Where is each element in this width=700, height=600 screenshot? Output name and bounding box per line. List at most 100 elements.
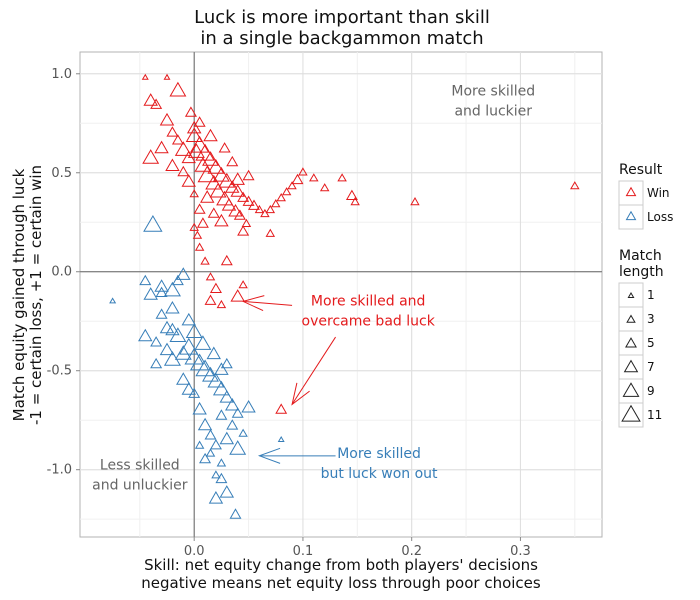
point-win	[570, 181, 580, 190]
point-loss	[179, 337, 199, 355]
legend-key-length-9	[622, 382, 640, 397]
point-win	[225, 180, 240, 193]
y-axis-title: Match equity gained through luck -1 = ce…	[10, 165, 45, 425]
point-win	[228, 204, 243, 217]
point-loss	[229, 508, 242, 519]
point-win	[193, 203, 206, 214]
point-win	[281, 187, 292, 196]
point-loss	[214, 362, 229, 375]
point-win	[141, 73, 149, 80]
point-win	[185, 127, 203, 142]
point-loss	[195, 359, 215, 377]
point-loss	[165, 300, 180, 314]
point-loss	[159, 342, 175, 356]
legend-label-length-11: 11	[647, 408, 662, 422]
legend-label-loss: Loss	[647, 210, 673, 224]
annotation-arrowhead-2	[291, 382, 310, 406]
legend-label-win: Win	[647, 186, 670, 200]
point-win	[196, 217, 209, 228]
point-loss	[219, 390, 235, 403]
points-layer	[109, 73, 580, 519]
y-tick-label: -1.0	[47, 463, 72, 478]
annotation-arrow-1	[243, 300, 293, 306]
point-win	[291, 173, 304, 185]
point-win	[197, 165, 217, 183]
legend-key-box	[618, 330, 644, 356]
point-win	[216, 299, 227, 309]
point-win	[209, 282, 222, 293]
point-win	[142, 149, 160, 164]
y-tick-label: -0.5	[47, 364, 72, 379]
legend-length-title-line-2: length	[619, 264, 664, 280]
point-win	[205, 174, 223, 190]
point-loss	[219, 431, 235, 445]
point-loss	[192, 401, 207, 415]
legend-key-box	[618, 306, 644, 332]
legend-key-box	[618, 204, 644, 230]
point-win	[216, 190, 234, 206]
legend-key-loss	[625, 210, 637, 221]
point-win	[184, 106, 197, 117]
point-win	[207, 159, 225, 174]
point-win	[230, 184, 245, 197]
point-loss	[212, 380, 230, 396]
point-win	[254, 204, 265, 214]
point-win	[177, 165, 190, 177]
legend-label-length-1: 1	[647, 288, 655, 302]
point-win	[220, 254, 233, 266]
point-win	[226, 155, 239, 167]
point-win	[165, 158, 180, 171]
legend-key-length-1	[627, 292, 635, 298]
y-tick-label: 0.5	[51, 166, 72, 181]
point-loss	[155, 286, 168, 297]
point-win	[189, 222, 199, 231]
legend-label-length-3: 3	[647, 312, 655, 326]
point-win	[265, 228, 276, 237]
point-loss	[163, 281, 181, 297]
annotation-2-line-1: Less skilled	[100, 458, 180, 474]
x-tick-label: 0.1	[293, 544, 314, 559]
point-win	[237, 225, 250, 236]
y-tick-label: 1.0	[51, 67, 72, 82]
chart-title-line-2: in a single backgammon match	[200, 28, 483, 49]
point-loss	[199, 452, 212, 464]
point-loss	[220, 357, 233, 369]
point-loss	[204, 429, 217, 440]
point-loss	[181, 382, 196, 395]
point-win	[194, 242, 205, 251]
y-tick-label: 0.0	[51, 265, 72, 280]
legend-result-title: Result	[619, 162, 663, 178]
point-loss	[143, 215, 163, 232]
point-win	[265, 204, 276, 214]
annotation-1-line-1: More skilled	[451, 84, 535, 100]
point-win	[203, 128, 218, 142]
point-loss	[209, 439, 222, 450]
point-win	[189, 135, 210, 153]
point-win	[337, 173, 347, 182]
x-axis-title-line-1: Skill: net equity change from both playe…	[144, 556, 538, 574]
annotation-arrowhead-1	[241, 295, 265, 312]
legend-key-win	[625, 186, 637, 197]
point-win	[209, 182, 227, 198]
point-win	[150, 98, 163, 109]
point-loss	[277, 436, 285, 442]
y-axis-title-line-2: -1 = certain loss, +1 = certain win	[27, 165, 45, 425]
point-loss	[238, 428, 248, 437]
point-loss	[181, 312, 196, 326]
point-loss	[154, 279, 169, 292]
annotation-3-line-1: More skilled and	[311, 293, 426, 309]
point-win	[276, 193, 286, 202]
point-loss	[206, 346, 221, 360]
point-win	[171, 134, 184, 145]
legend-key-length-11	[621, 404, 641, 422]
point-win	[207, 207, 220, 218]
legend-length-title-line-1: Match	[619, 248, 662, 264]
point-loss	[215, 472, 228, 484]
point-win	[187, 143, 205, 158]
point-loss	[109, 297, 117, 304]
point-win	[218, 172, 236, 188]
point-loss	[219, 485, 235, 498]
point-win	[248, 199, 260, 210]
legend-result-items: Win Loss	[618, 180, 673, 230]
